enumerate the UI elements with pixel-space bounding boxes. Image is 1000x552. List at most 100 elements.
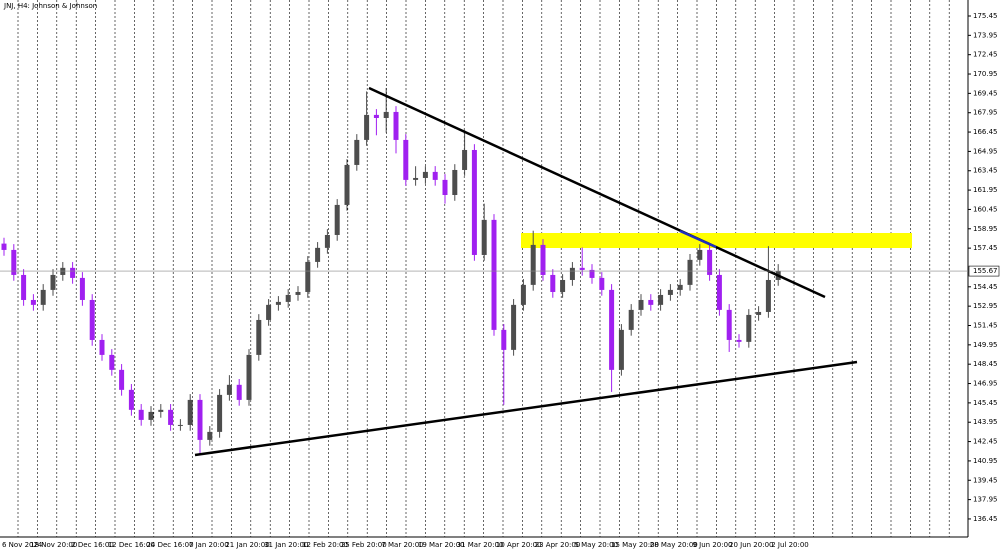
candle-body [128, 389, 134, 410]
current-price-label: 155.67 [973, 267, 998, 275]
candle-body [687, 259, 693, 285]
y-tick-label: 169.45 [973, 89, 998, 97]
candle-body [648, 299, 654, 305]
candle-body [324, 234, 330, 248]
current-price-box [968, 265, 1000, 277]
chart-title: JNJ, H4: Johnson & Johnson [3, 2, 97, 10]
candle-body [638, 299, 644, 310]
x-tick-label: 12 Feb 20:00 [302, 541, 348, 549]
y-tick-label: 173.95 [973, 31, 998, 39]
candle-body [550, 274, 556, 292]
y-tick-label: 149.95 [973, 341, 998, 349]
candle-body [1, 243, 7, 250]
y-tick-label: 146.95 [973, 380, 998, 388]
candle-body [40, 289, 46, 305]
candle-body [599, 277, 605, 290]
y-tick-label: 154.45 [973, 283, 998, 291]
candle-body [236, 384, 242, 400]
y-tick-label: 137.95 [973, 496, 998, 504]
candle-body [452, 169, 458, 195]
candle-body [746, 314, 752, 342]
candle-body [658, 294, 664, 305]
candle-body [442, 179, 448, 195]
trendline-segment [679, 229, 717, 249]
candle-body [364, 114, 370, 140]
candle-body [501, 329, 507, 350]
x-tick-label: 5 May 20:00 [574, 541, 618, 549]
y-tick-label: 163.45 [973, 167, 998, 175]
candle-body [736, 339, 742, 342]
candle-body [334, 204, 340, 235]
y-tick-label: 148.45 [973, 360, 998, 368]
candle-body [226, 384, 232, 395]
candle-body [177, 424, 183, 426]
candle-body [520, 284, 526, 305]
candle-body [285, 294, 291, 302]
candle-body [677, 284, 683, 290]
candle-body [609, 289, 615, 370]
candle-body [315, 247, 321, 262]
candle-body [481, 219, 487, 255]
y-tick-label: 152.95 [973, 302, 998, 310]
x-tick-label: 25 Feb 20:00 [341, 541, 387, 549]
x-tick-label: 24 Dec 16:00 [146, 541, 193, 549]
candle-body [89, 299, 95, 340]
y-tick-label: 139.45 [973, 476, 998, 484]
candle-body [511, 304, 517, 350]
candle-body [295, 291, 301, 295]
x-tick-label: 2 Jul 20:00 [771, 541, 809, 549]
candle-body [344, 164, 350, 205]
candle-body [30, 299, 36, 305]
y-tick-label: 142.45 [973, 438, 998, 446]
x-tick-label: 23 Apr 20:00 [535, 541, 581, 549]
candle-body [158, 409, 164, 412]
x-tick-label: 20 Jun 20:00 [729, 541, 773, 549]
y-tick-label: 151.45 [973, 322, 998, 330]
candle-body [99, 339, 105, 355]
plot-area [1, 87, 781, 455]
x-tick-label: 7 Jan 20:00 [189, 541, 229, 549]
y-tick-label: 145.45 [973, 399, 998, 407]
x-tick-label: 10 Apr 20:00 [496, 541, 542, 549]
candle-body [373, 114, 379, 119]
candle-body [21, 274, 27, 300]
candle-body [246, 354, 252, 400]
candle-body [383, 111, 389, 119]
x-tick-label: 28 May 20:00 [650, 541, 698, 549]
candle-body [393, 111, 399, 140]
y-tick-label: 136.45 [973, 515, 998, 523]
candle-body [275, 301, 281, 305]
x-tick-label: 7 Mar 20:00 [381, 541, 423, 549]
candle-body [138, 409, 144, 420]
candle-body [540, 244, 546, 275]
y-tick-label: 164.95 [973, 147, 998, 155]
y-tick-label: 175.45 [973, 12, 998, 20]
candle-body [716, 274, 722, 310]
candle-body [756, 311, 762, 315]
time-grid [17, 0, 950, 537]
y-tick-label: 158.95 [973, 225, 998, 233]
y-tick-label: 166.45 [973, 128, 998, 136]
candle-body [765, 279, 771, 312]
candle-body [354, 139, 360, 165]
y-tick-label: 167.95 [973, 109, 998, 117]
candle-body [462, 149, 468, 170]
candle-body [403, 139, 409, 180]
candle-body [697, 249, 703, 260]
candle-body [569, 267, 575, 280]
candle-body [560, 279, 566, 292]
candle-body [119, 369, 125, 390]
candle-body [148, 411, 154, 420]
x-tick-label: 21 Jan 20:00 [225, 541, 269, 549]
y-tick-label: 170.95 [973, 70, 998, 78]
candle-body [471, 149, 477, 255]
candle-body [432, 171, 438, 180]
x-tick-label: 31 Jan 20:00 [264, 541, 308, 549]
candle-body [79, 277, 85, 300]
x-tick-label: 19 Mar 20:00 [418, 541, 465, 549]
candle-body [50, 274, 56, 290]
candle-body [256, 319, 262, 355]
x-tick-label: 2 Dec 16:00 [71, 541, 114, 549]
